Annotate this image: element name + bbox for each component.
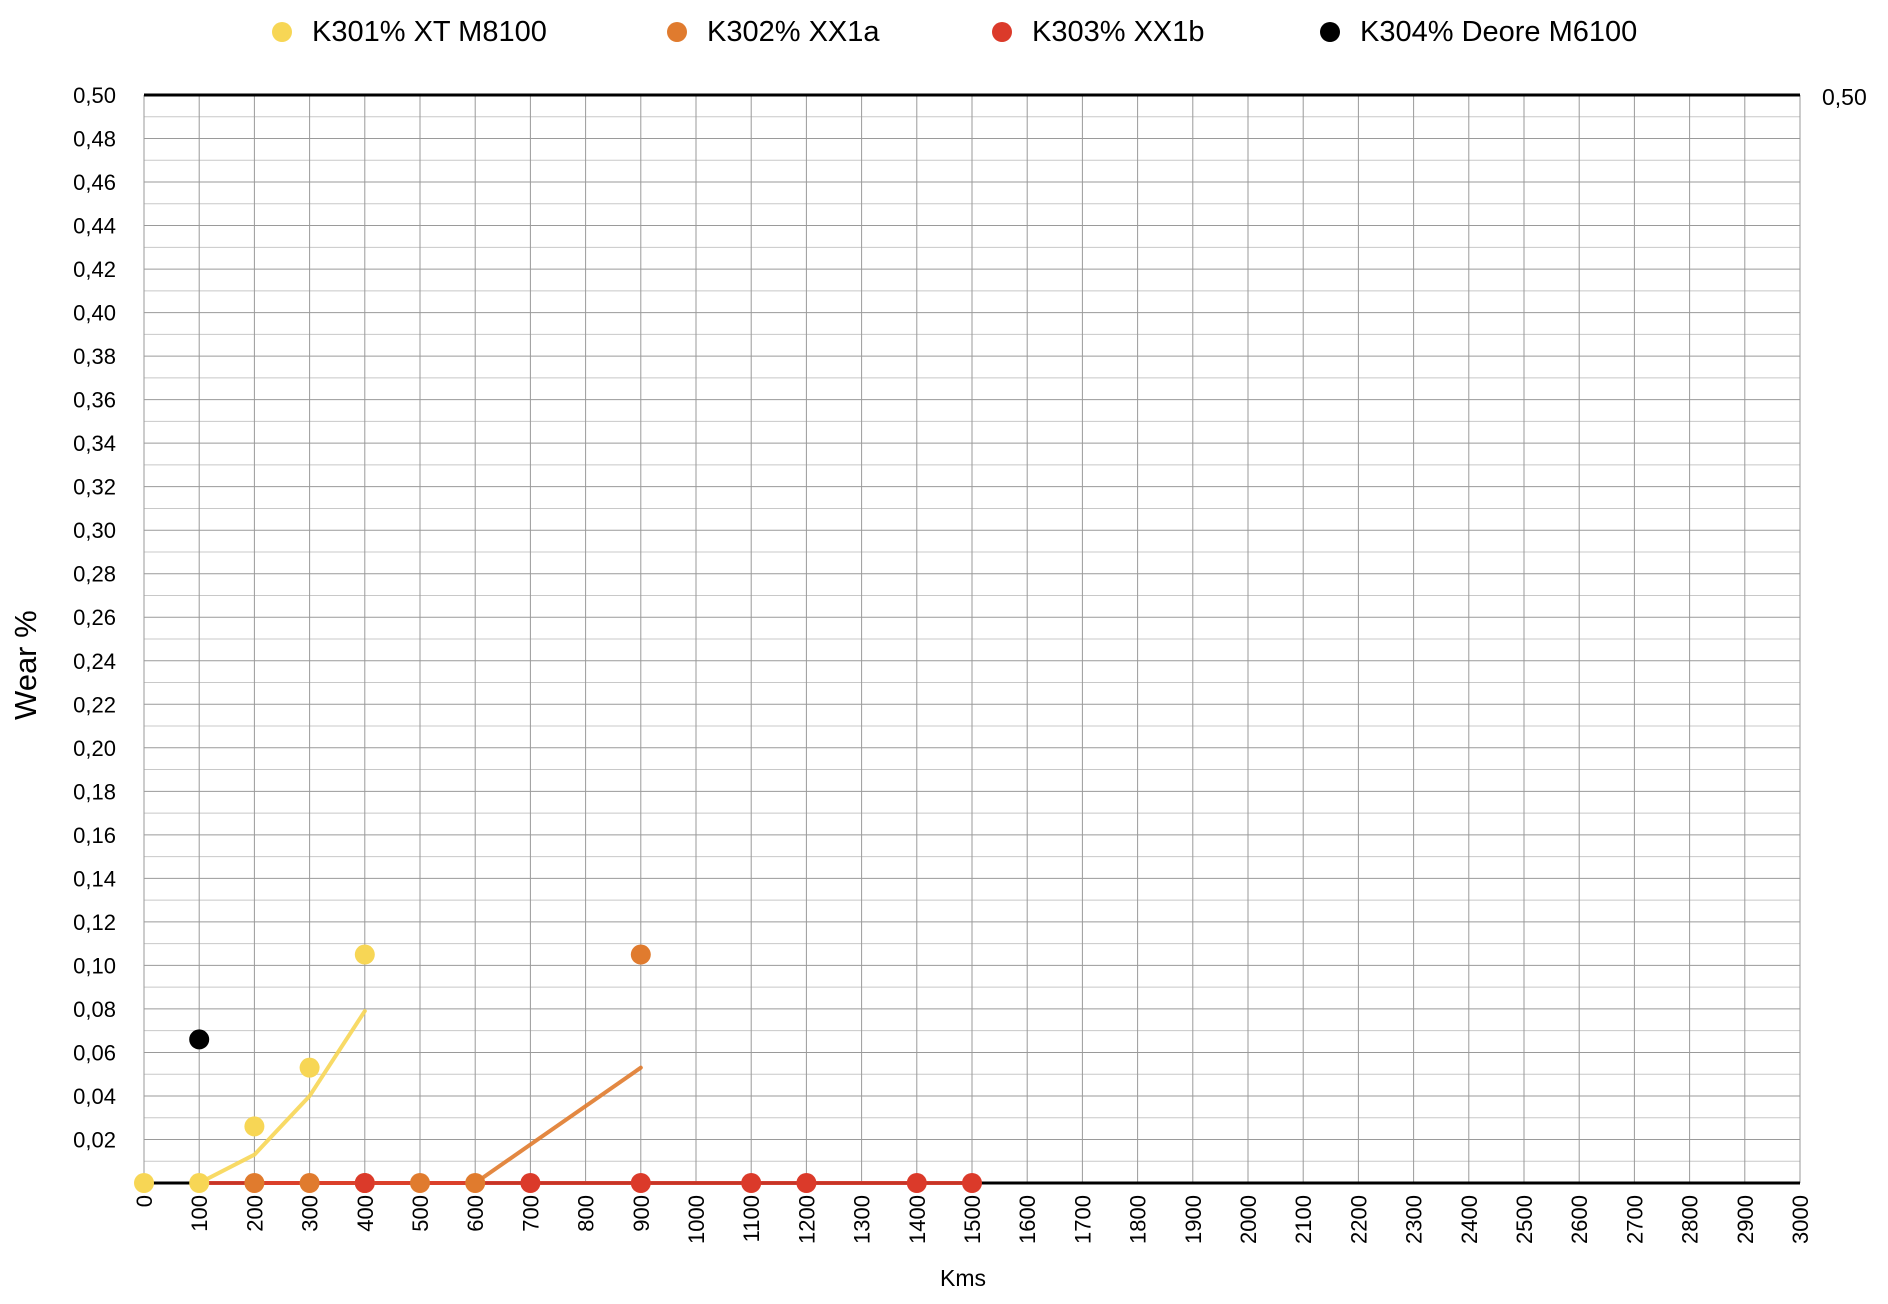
data-point-series-4 (189, 1029, 210, 1050)
y-tick-label: 0,26 (73, 605, 116, 630)
legend: K301% XT M8100 K302% XX1a K303% XX1b K30… (0, 12, 1888, 52)
x-tick-label: 2300 (1402, 1195, 1427, 1244)
x-tick-label: 2400 (1457, 1195, 1482, 1244)
x-tick-label: 500 (408, 1195, 433, 1232)
data-point-series-1 (134, 1173, 154, 1193)
x-tick-label: 400 (353, 1195, 378, 1232)
y-tick-label: 0,06 (73, 1040, 116, 1065)
data-point-series-2 (630, 944, 651, 965)
legend-marker-k302 (667, 22, 687, 42)
y-tick-label: 0,10 (73, 953, 116, 978)
x-axis-title: Kms (940, 1265, 986, 1291)
y-tick-label: 0,24 (73, 649, 116, 674)
x-tick-label: 1400 (905, 1195, 930, 1244)
y-tick-label: 0,08 (73, 997, 116, 1022)
legend-item-k304: K304% Deore M6100 (1320, 12, 1637, 52)
x-tick-label: 1100 (739, 1195, 764, 1242)
legend-marker-k304 (1320, 22, 1340, 42)
data-point-series-3 (796, 1173, 817, 1193)
data-point-series-1 (354, 944, 375, 965)
data-point-series-1 (299, 1057, 320, 1078)
x-tick-label: 2900 (1733, 1195, 1758, 1244)
x-tick-label: 2200 (1346, 1195, 1371, 1244)
legend-item-k301: K301% XT M8100 (272, 12, 547, 52)
y-tick-label: 0,32 (73, 475, 116, 500)
y-tick-label: 0,16 (73, 823, 116, 848)
data-point-series-2 (465, 1173, 486, 1193)
x-tick-label: 1300 (850, 1195, 875, 1244)
y-tick-label: 0,50 (73, 83, 116, 108)
y-tick-label: 0,48 (73, 127, 116, 152)
data-point-series-3 (906, 1173, 927, 1193)
x-tick-label: 800 (574, 1195, 599, 1232)
y-tick-label: 0,40 (73, 301, 116, 326)
x-tick-label: 1600 (1015, 1195, 1040, 1244)
data-point-series-2 (299, 1173, 320, 1193)
data-point-series-3 (741, 1173, 762, 1193)
x-tick-label: 2100 (1291, 1195, 1316, 1244)
y-tick-label: 0,12 (73, 910, 116, 935)
y-tick-label: 0,14 (73, 866, 116, 891)
x-tick-label: 1700 (1070, 1195, 1095, 1244)
x-tick-label: 1000 (684, 1195, 709, 1244)
y-tick-label: 0,28 (73, 562, 116, 587)
x-tick-label: 200 (242, 1195, 267, 1232)
data-point-series-2 (244, 1173, 265, 1193)
y-tick-label: 0,34 (73, 431, 116, 456)
legend-marker-k301 (272, 22, 292, 42)
y-tick-label: 0,20 (73, 736, 116, 761)
x-tick-label: 0 (132, 1195, 157, 1207)
x-tick-label: 3000 (1788, 1195, 1813, 1244)
x-tick-label: 1200 (794, 1195, 819, 1244)
data-point-series-1 (189, 1173, 210, 1193)
legend-label-k304: K304% Deore M6100 (1360, 15, 1638, 48)
data-point-series-3 (630, 1173, 651, 1193)
x-tick-label: 2500 (1512, 1195, 1537, 1244)
x-tick-label: 600 (463, 1195, 488, 1232)
data-point-series-1 (244, 1116, 265, 1137)
trend-line-series-2 (252, 1065, 643, 1185)
y-tick-label: 0,46 (73, 170, 116, 195)
y-tick-label: 0,22 (73, 692, 116, 717)
x-tick-label: 2600 (1567, 1195, 1592, 1244)
x-tick-label: 900 (629, 1195, 654, 1232)
legend-item-k303: K303% XX1b (992, 12, 1205, 52)
x-tick-label: 2800 (1678, 1195, 1703, 1244)
legend-marker-k303 (992, 22, 1012, 42)
data-point-series-3 (962, 1173, 982, 1193)
x-tick-label: 1800 (1126, 1195, 1151, 1244)
y-tick-label: 0,36 (73, 388, 116, 413)
y-tick-label: 0,18 (73, 779, 116, 804)
x-tick-label: 1900 (1181, 1195, 1206, 1244)
x-tick-label: 300 (298, 1195, 323, 1232)
data-point-series-3 (520, 1173, 541, 1193)
x-tick-label: 700 (518, 1195, 543, 1232)
legend-item-k302: K302% XX1a (667, 12, 880, 52)
legend-label-k302: K302% XX1a (707, 15, 880, 48)
y-tick-label: 0,44 (73, 214, 116, 239)
x-tick-label: 1500 (960, 1195, 985, 1244)
y-tick-label: 0,42 (73, 257, 116, 282)
trend-line-series-1 (197, 1009, 367, 1185)
x-tick-label: 100 (187, 1195, 212, 1232)
data-point-series-3 (354, 1173, 375, 1193)
y-tick-label: 0,02 (73, 1127, 116, 1152)
legend-label-k301: K301% XT M8100 (312, 15, 547, 48)
x-tick-label: 2000 (1236, 1195, 1261, 1244)
x-tick-label: 2700 (1622, 1195, 1647, 1244)
right-axis-label: 0,50 (1822, 84, 1867, 110)
y-tick-label: 0,30 (73, 518, 116, 543)
y-tick-label: 0,38 (73, 344, 116, 369)
legend-label-k303: K303% XX1b (1032, 15, 1205, 48)
y-tick-label: 0,04 (73, 1084, 116, 1109)
data-point-series-2 (410, 1173, 430, 1193)
